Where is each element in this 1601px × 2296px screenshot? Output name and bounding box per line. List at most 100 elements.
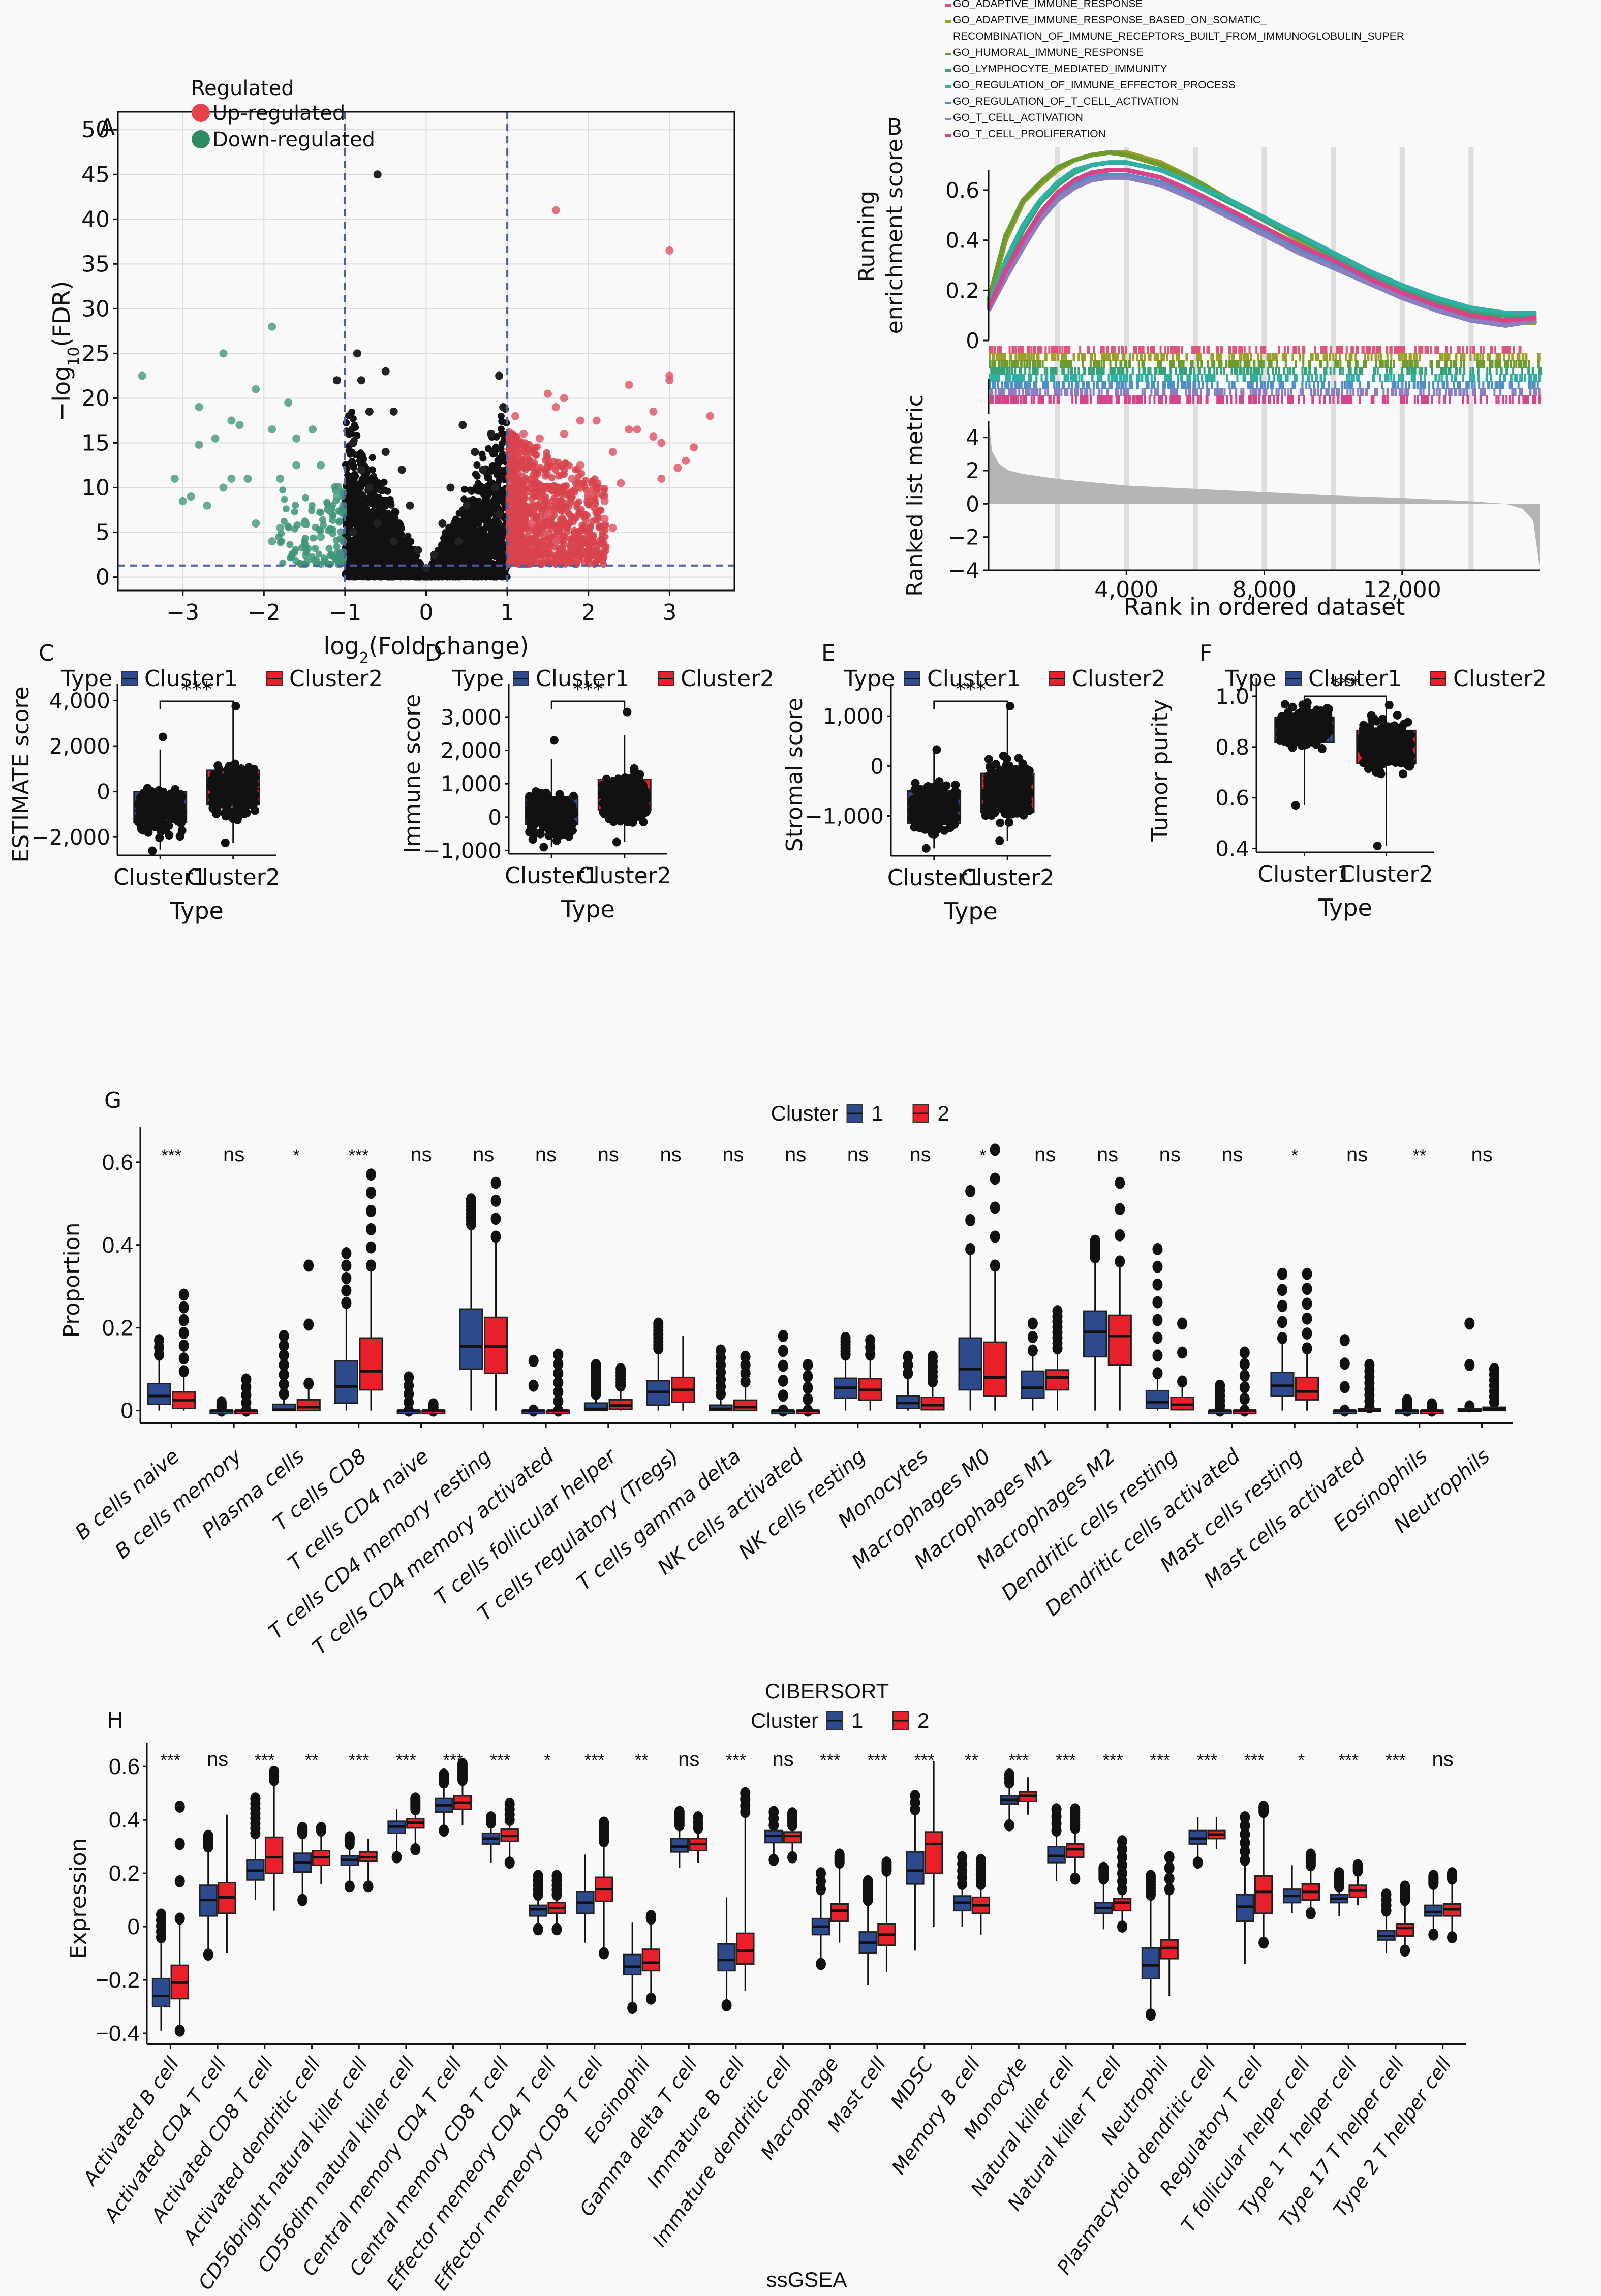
hit-mark <box>1102 367 1105 375</box>
hit-mark <box>1161 353 1163 361</box>
hit-mark <box>1212 353 1214 361</box>
legend-label: Up-regulated <box>212 102 345 125</box>
hit-mark <box>1058 381 1060 389</box>
hit-mark <box>1017 374 1019 382</box>
hit-mark <box>1167 374 1169 382</box>
y-axis-title-top: Running <box>854 191 880 282</box>
hit-mark <box>1522 353 1525 361</box>
hit-mark <box>1267 353 1270 361</box>
data-point <box>533 512 541 520</box>
data-point <box>561 471 568 478</box>
data-point <box>385 554 392 562</box>
hit-mark <box>1099 367 1101 375</box>
hit-mark <box>1448 353 1451 361</box>
hit-mark <box>1330 346 1333 354</box>
hit-mark <box>1415 353 1418 361</box>
hit-mark <box>1534 374 1537 382</box>
data-point <box>527 519 536 528</box>
hit-mark <box>1223 367 1225 375</box>
hit-mark <box>1143 360 1145 368</box>
hit-mark <box>1240 346 1243 354</box>
panel-label-e: E <box>821 640 836 666</box>
data-point <box>397 570 405 577</box>
hit-mark <box>1051 346 1054 354</box>
data-point <box>317 461 325 470</box>
hit-mark <box>1385 360 1388 368</box>
y-tick-label: 0.4 <box>945 228 979 253</box>
data-point <box>414 546 422 554</box>
hit-mark <box>1478 381 1481 389</box>
data-point <box>520 462 528 470</box>
hit-mark <box>1181 381 1183 389</box>
y-tick-label: 10 <box>81 475 110 501</box>
hit-mark <box>1149 367 1152 375</box>
hit-mark <box>1203 346 1205 354</box>
data-point <box>592 416 601 425</box>
data-point <box>345 412 353 419</box>
hit-mark <box>994 360 997 368</box>
hit-mark <box>1519 346 1522 354</box>
data-point <box>170 474 179 483</box>
hit-mark <box>1216 367 1218 375</box>
hit-mark <box>1051 353 1053 361</box>
data-point <box>682 456 690 465</box>
hit-mark <box>1315 353 1317 361</box>
hit-mark <box>1316 353 1319 361</box>
hit-mark <box>1167 346 1169 354</box>
data-point <box>558 487 566 494</box>
hit-mark <box>1215 346 1218 354</box>
hit-mark <box>1451 374 1453 382</box>
hit-mark <box>1387 374 1390 382</box>
hit-mark <box>1006 360 1008 368</box>
y-tick-label: 35 <box>81 251 110 277</box>
hit-mark <box>1390 374 1393 382</box>
data-point <box>288 550 296 557</box>
hit-mark <box>1013 360 1015 368</box>
hit-mark <box>1115 360 1117 368</box>
data-point <box>365 483 374 492</box>
panel-label-f: F <box>1199 640 1212 666</box>
hit-mark <box>1504 360 1506 368</box>
hit-mark <box>1118 374 1121 382</box>
hit-mark <box>1036 367 1039 375</box>
hit-mark <box>1213 360 1216 368</box>
hit-mark <box>1460 360 1463 368</box>
hit-mark <box>1220 360 1223 368</box>
data-point <box>479 526 487 534</box>
data-point <box>365 407 374 416</box>
hit-mark <box>1466 346 1468 354</box>
data-point <box>268 322 276 331</box>
data-point <box>633 425 641 434</box>
hit-mark <box>1034 367 1036 375</box>
hit-mark <box>1386 353 1389 361</box>
hit-mark <box>1011 360 1013 368</box>
hit-mark <box>1041 360 1044 368</box>
hit-mark <box>1518 360 1521 368</box>
hit-mark <box>1389 346 1392 354</box>
hit-mark <box>1245 353 1247 361</box>
hit-mark <box>1164 346 1167 354</box>
hit-mark <box>1444 353 1446 361</box>
hit-mark <box>1325 346 1328 354</box>
hit-mark <box>1276 360 1278 368</box>
hit-mark <box>1004 360 1007 368</box>
hit-mark <box>1006 367 1008 375</box>
hit-mark <box>1315 374 1318 382</box>
hit-mark <box>1004 353 1006 361</box>
data-point <box>292 502 299 509</box>
hit-mark <box>1486 367 1489 375</box>
data-point <box>491 483 500 492</box>
hit-mark <box>1536 381 1539 389</box>
hit-mark <box>1339 367 1341 375</box>
hit-mark <box>993 367 996 375</box>
hit-mark <box>1008 367 1011 375</box>
data-point <box>567 499 575 506</box>
hit-mark <box>1438 374 1441 382</box>
hit-mark <box>1196 346 1199 354</box>
hit-mark <box>1294 381 1297 389</box>
data-point <box>499 531 506 539</box>
hit-mark <box>1324 367 1327 375</box>
legend-marker <box>192 104 210 122</box>
hit-mark <box>1521 367 1523 375</box>
hit-mark <box>1337 346 1340 354</box>
